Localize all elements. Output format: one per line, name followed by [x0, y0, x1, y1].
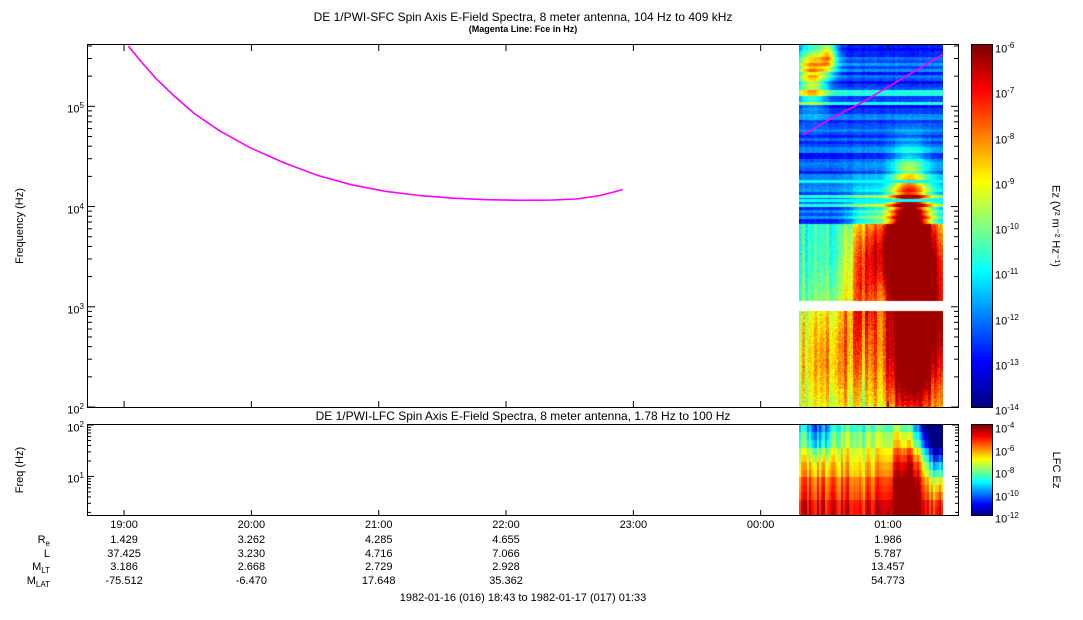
ephemeris-value: 54.773 — [871, 574, 905, 587]
ephemeris-value: -75.512 — [105, 574, 143, 587]
ephemeris-value: 2.668 — [237, 561, 266, 573]
time-tick-label: 22:00 — [492, 519, 520, 531]
ephemeris-value: 1.429 — [110, 534, 138, 546]
ephemeris-value: 3.230 — [237, 547, 266, 560]
lfc-colorbar — [971, 424, 993, 516]
time-tick-label: 23:00 — [619, 519, 648, 531]
fce-line — [802, 53, 944, 136]
time-tick-label: 20:00 — [237, 519, 266, 531]
lfc-colorbar-tick: 10-8 — [995, 466, 1015, 481]
ephemeris-value: 37.425 — [107, 547, 141, 560]
time-range-caption: 1982-01-16 (016) 18:43 to 1982-01-17 (01… — [399, 592, 647, 604]
sfc-colorbar-tick: 10-7 — [995, 86, 1015, 101]
sfc-ylabel: Frequency (Hz) — [14, 188, 26, 264]
sfc-ytick-label: 104 — [67, 201, 84, 217]
sfc-colorbar-tick: 10-8 — [995, 131, 1015, 147]
lfc-colorbar-label: LFC Ez — [1050, 451, 1062, 489]
sfc-colorbar-tick: 10-13 — [995, 357, 1019, 373]
ephemeris-row-label: MLAT — [26, 574, 50, 589]
lfc-ylabel: Freq (Hz) — [14, 446, 26, 494]
ephemeris-value: 17.648 — [361, 574, 396, 587]
ephemeris-value: 2.729 — [364, 561, 393, 573]
sfc-colorbar-canvas — [972, 45, 992, 407]
sfc-colorbar-tick: 10-10 — [995, 222, 1019, 237]
lfc-colorbar-tick: 10-10 — [995, 488, 1019, 504]
lfc-plot-area — [87, 424, 959, 516]
ephemeris-value: 35.362 — [489, 574, 523, 587]
time-tick-label: 19:00 — [110, 519, 138, 531]
ephemeris-value: 3.262 — [237, 534, 266, 546]
ephemeris-value: 3.186 — [110, 561, 138, 573]
time-tick-label: 01:00 — [874, 519, 902, 531]
ephemeris-row-label: MLT — [32, 561, 50, 576]
fce-line — [127, 45, 623, 202]
sfc-colorbar-tick: 10-14 — [995, 403, 1019, 418]
sfc-colorbar-tick: 10-11 — [995, 267, 1019, 282]
lfc-title: DE 1/PWI-LFC Spin Axis E-Field Spectra, … — [315, 409, 731, 423]
ephemeris-value: 1.986 — [874, 534, 902, 546]
ephemeris-row-label: L — [43, 547, 50, 560]
sfc-title: DE 1/PWI-SFC Spin Axis E-Field Spectra, … — [313, 10, 733, 24]
ephemeris-value: 7.066 — [492, 547, 520, 560]
time-tick-label: 00:00 — [746, 519, 775, 531]
lfc-colorbar-canvas — [972, 425, 992, 515]
ephemeris-value: 13.457 — [871, 561, 905, 573]
sfc-colorbar-tick: 10-9 — [995, 176, 1015, 192]
sfc-colorbar-tick: 10-6 — [995, 41, 1015, 56]
ephemeris-value: 4.716 — [364, 547, 393, 560]
sfc-colorbar — [971, 44, 993, 408]
lfc-spectrogram-canvas — [799, 425, 943, 515]
sfc-ytick-label: 103 — [67, 301, 84, 317]
lfc-ytick-label: 102 — [67, 420, 84, 435]
time-tick-label: 21:00 — [364, 519, 393, 531]
lfc-colorbar-tick: 10-12 — [995, 511, 1019, 526]
sfc-plot-overlay — [88, 45, 958, 407]
lfc-colorbar-tick: 10-6 — [995, 443, 1015, 459]
lfc-ytick-label: 101 — [67, 471, 84, 487]
ephemeris-value: 2.928 — [492, 561, 520, 573]
ephemeris-value: 5.787 — [874, 547, 902, 560]
sfc-ytick-label: 105 — [67, 101, 84, 116]
lfc-plot-overlay — [88, 425, 958, 515]
sfc-spectrogram-canvas — [799, 45, 943, 407]
ephemeris-value: 4.655 — [492, 534, 520, 546]
sfc-colorbar-tick: 10-12 — [995, 312, 1019, 328]
ephemeris-row-label: Re — [37, 534, 50, 549]
ephemeris-value: -6.470 — [235, 574, 267, 587]
sfc-ytick-label: 102 — [67, 402, 84, 417]
sfc-colorbar-label: Ez (V² m⁻² Hz⁻¹) — [1049, 185, 1062, 267]
ephemeris-value: 4.285 — [364, 534, 393, 546]
lfc-colorbar-tick: 10-4 — [995, 421, 1015, 436]
sfc-subtitle: (Magenta Line: Fce in Hz) — [468, 24, 578, 34]
sfc-plot-area — [87, 44, 959, 408]
